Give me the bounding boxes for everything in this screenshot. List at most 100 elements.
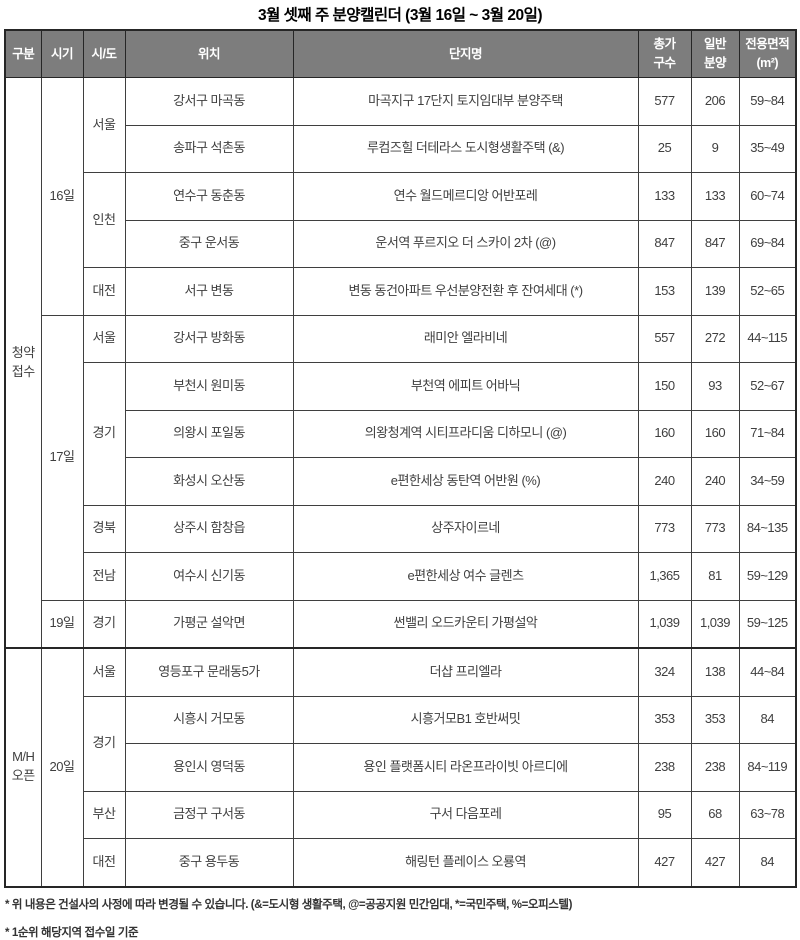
complex-cell: 부천역 에피트 어바닉 <box>292 362 639 411</box>
total-units-cell: 133 <box>637 172 692 221</box>
area-cell: 84~119 <box>738 743 797 792</box>
complex-cell: e편한세상 동탄역 어반원 (%) <box>292 457 639 506</box>
location-cell: 용인시 영덕동 <box>124 743 294 792</box>
sido-cell: 경기 <box>82 695 126 792</box>
column-header-day: 시기 <box>40 29 84 78</box>
table-row: 대전 서구 변동 변동 동건아파트 우선분양전환 후 잔여세대 (*) 153 139 5… <box>5 267 797 316</box>
general-units-cell: 773 <box>690 504 740 553</box>
location-cell: 시흥시 거모동 <box>124 695 294 744</box>
day-cell: 17일 <box>40 314 84 601</box>
complex-cell: 용인 플랫폼시티 라온프라이빗 아르디에 <box>292 743 639 792</box>
total-units-cell: 773 <box>637 504 692 553</box>
complex-cell: 변동 동건아파트 우선분양전환 후 잔여세대 (*) <box>292 267 639 316</box>
total-units-cell: 25 <box>637 124 692 173</box>
area-cell: 52~65 <box>738 267 797 316</box>
area-cell: 60~74 <box>738 172 797 221</box>
location-cell: 부천시 원미동 <box>124 362 294 411</box>
sido-cell: 서울 <box>82 647 126 697</box>
table-row: 대전 중구 용두동 해링턴 플레이스 오룡역 427 427 84 <box>5 838 797 887</box>
location-cell: 강서구 방화동 <box>124 314 294 363</box>
total-units-cell: 847 <box>637 219 692 268</box>
total-units-cell: 153 <box>637 267 692 316</box>
complex-cell: 루컴즈힐 더테라스 도시형생활주택 (&) <box>292 124 639 173</box>
column-header-area: 전용면적 (m²) <box>738 29 797 78</box>
total-units-cell: 353 <box>637 695 692 744</box>
category-cell: M/H 오픈 <box>4 647 42 887</box>
column-header-total-units: 총가 구수 <box>637 29 692 78</box>
total-units-cell: 1,365 <box>637 552 692 601</box>
complex-cell: e편한세상 여수 글렌츠 <box>292 552 639 601</box>
table-row: M/H 오픈 20일 서울 영등포구 문래동5가 더샵 프리엘라 324 138 44~84 <box>4 647 797 887</box>
table-row: 경기 부천시 원미동 부천역 에피트 어바닉 150 93 52~67 <box>5 362 797 506</box>
page: 3월 셋째 주 분양캘린더 (3월 16일 ~ 3월 20일) 구분 시기 시/도 위… <box>4 7 797 939</box>
table-row: 의왕시 포일동 의왕청계역 시티프라디움 디하모니 (@) 160 160 71~84 <box>5 409 797 458</box>
table-row: 17일 서울 강서구 방화동 래미안 엘라비네 557 272 44~115 <box>5 314 797 601</box>
complex-cell: 마곡지구 17단지 토지임대부 분양주택 <box>292 77 639 126</box>
column-header-category: 구분 <box>4 29 42 78</box>
complex-cell: 상주자이르네 <box>292 504 639 553</box>
sido-cell: 경기 <box>82 362 126 506</box>
area-cell: 69~84 <box>738 219 797 268</box>
location-cell: 영등포구 문래동5가 <box>124 647 294 697</box>
table-row: 청약 접수 16일 서울 강서구 마곡동 마곡지구 17단지 토지임대부 분양주택 577… <box>4 77 797 649</box>
complex-cell: 썬밸리 오드카운티 가평설악 <box>292 599 639 649</box>
sido-cell: 전남 <box>82 552 126 601</box>
sido-cell: 서울 <box>82 77 126 173</box>
column-header-complex: 단지명 <box>292 29 639 78</box>
total-units-cell: 557 <box>637 314 692 363</box>
complex-cell: 더샵 프리엘라 <box>292 647 639 697</box>
general-units-cell: 68 <box>690 790 740 839</box>
table-row: 부산 금정구 구서동 구서 다음포레 95 68 63~78 <box>5 790 797 839</box>
area-cell: 35~49 <box>738 124 797 173</box>
column-header-general-units: 일반 분양 <box>690 29 740 78</box>
day-cell: 19일 <box>40 599 84 649</box>
complex-cell: 래미안 엘라비네 <box>292 314 639 363</box>
sido-cell: 서울 <box>82 314 126 363</box>
table-row: 전남 여수시 신기동 e편한세상 여수 글렌츠 1,365 81 59~129 <box>5 552 797 601</box>
area-cell: 44~115 <box>738 314 797 363</box>
complex-cell: 의왕청계역 시티프라디움 디하모니 (@) <box>292 409 639 458</box>
table-row: 19일 경기 가평군 설악면 썬밸리 오드카운티 가평설악 1,039 1,039 59~1… <box>5 599 797 649</box>
area-cell: 71~84 <box>738 409 797 458</box>
complex-cell: 구서 다음포레 <box>292 790 639 839</box>
table-row: 경기 시흥시 거모동 시흥거모B1 호반써밋 353 353 84 <box>5 695 797 792</box>
total-units-cell: 1,039 <box>637 599 692 649</box>
column-header-sido: 시/도 <box>82 29 126 78</box>
location-cell: 강서구 마곡동 <box>124 77 294 126</box>
sido-cell: 부산 <box>82 790 126 839</box>
general-units-cell: 427 <box>690 838 740 887</box>
general-units-cell: 272 <box>690 314 740 363</box>
sido-cell: 경북 <box>82 504 126 553</box>
general-units-cell: 160 <box>690 409 740 458</box>
general-units-cell: 133 <box>690 172 740 221</box>
table-header-row: 구분 시기 시/도 위치 단지명 총가 구수 일반 분양 전용면적 (m²) <box>4 29 797 78</box>
table-row: 경북 상주시 함창읍 상주자이르네 773 773 84~135 <box>5 504 797 553</box>
general-units-cell: 139 <box>690 267 740 316</box>
location-cell: 서구 변동 <box>124 267 294 316</box>
footnote: * 위 내용은 건설사의 사정에 따라 변경될 수 있습니다. (&=도시형 생… <box>5 898 573 911</box>
complex-cell: 운서역 푸르지오 더 스카이 2차 (@) <box>292 219 639 268</box>
table-row: 중구 운서동 운서역 푸르지오 더 스카이 2차 (@) 847 847 69~84 <box>5 219 797 268</box>
area-cell: 84 <box>738 695 797 744</box>
area-cell: 59~84 <box>738 77 797 126</box>
area-cell: 63~78 <box>738 790 797 839</box>
complex-cell: 연수 월드메르디앙 어반포레 <box>292 172 639 221</box>
general-units-cell: 1,039 <box>690 599 740 649</box>
area-cell: 52~67 <box>738 362 797 411</box>
total-units-cell: 577 <box>637 77 692 126</box>
general-units-cell: 138 <box>690 647 740 697</box>
location-cell: 중구 운서동 <box>124 219 294 268</box>
sale-calendar-table: 구분 시기 시/도 위치 단지명 총가 구수 일반 분양 전용면적 (m²) 청약 접수 16일… <box>4 29 797 888</box>
location-cell: 송파구 석촌동 <box>124 124 294 173</box>
location-cell: 여수시 신기동 <box>124 552 294 601</box>
total-units-cell: 160 <box>637 409 692 458</box>
table-row: 인천 연수구 동춘동 연수 월드메르디앙 어반포레 133 133 60~74 <box>5 172 797 268</box>
general-units-cell: 81 <box>690 552 740 601</box>
location-cell: 상주시 함창읍 <box>124 504 294 553</box>
area-cell: 84 <box>738 838 797 887</box>
total-units-cell: 95 <box>637 790 692 839</box>
table-row: 용인시 영덕동 용인 플랫폼시티 라온프라이빗 아르디에 238 238 84~119 <box>5 743 797 792</box>
day-cell: 20일 <box>40 647 84 887</box>
page-title: 3월 셋째 주 분양캘린더 (3월 16일 ~ 3월 20일) <box>257 7 543 24</box>
general-units-cell: 240 <box>690 457 740 506</box>
